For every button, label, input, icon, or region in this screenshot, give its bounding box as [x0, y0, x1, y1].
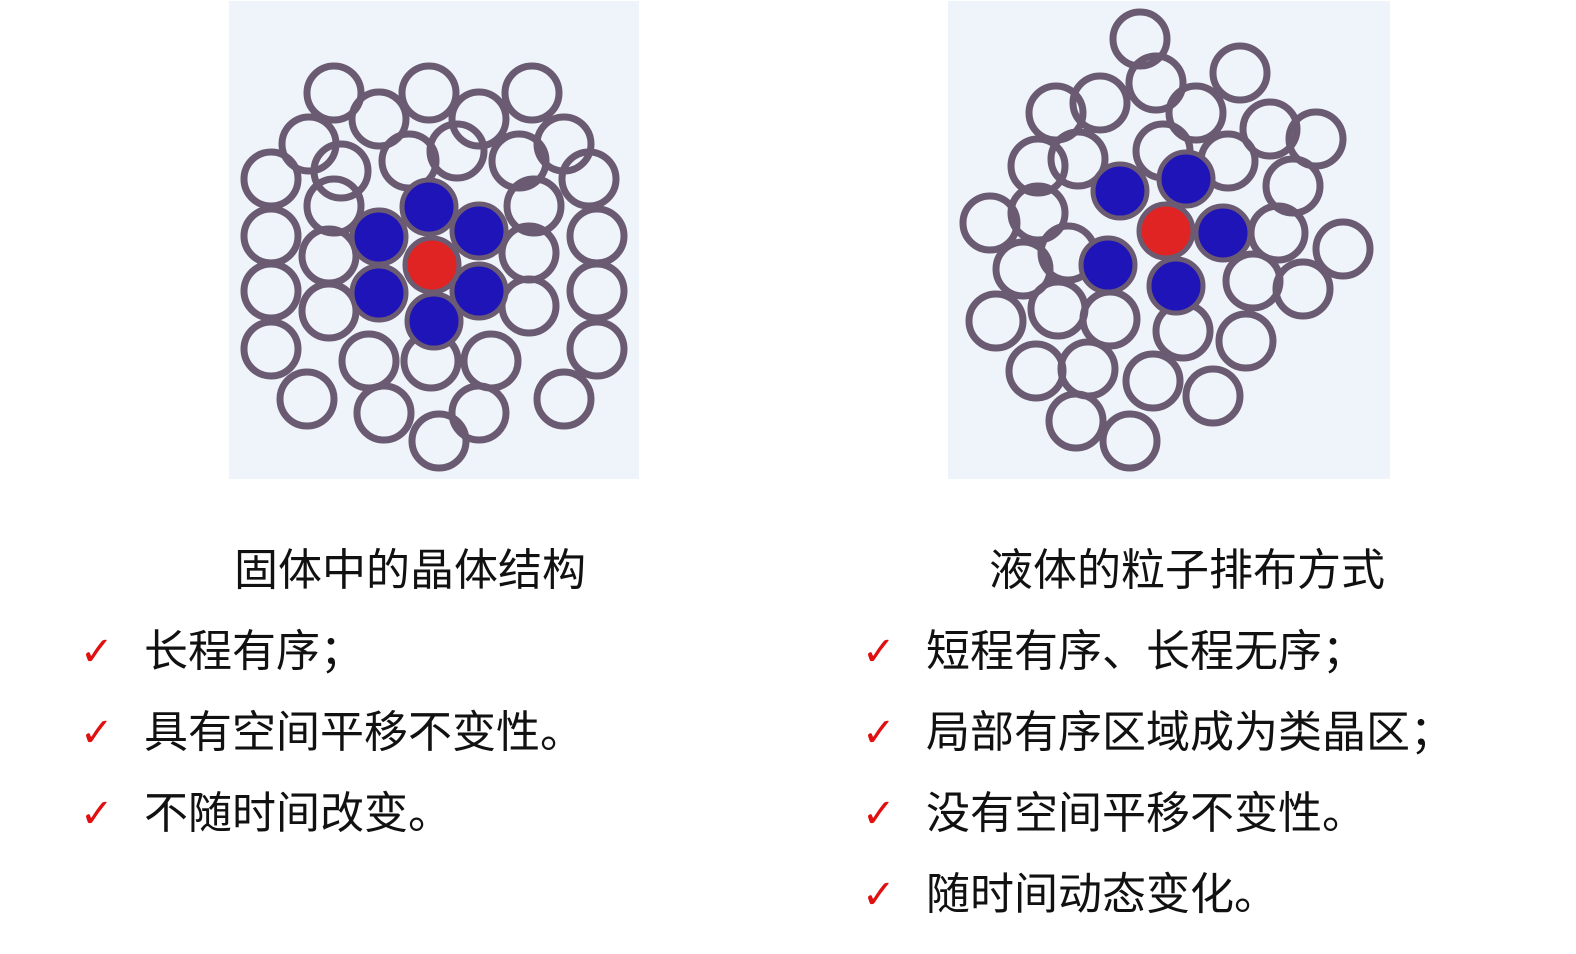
neighbor-particle: [404, 291, 464, 351]
particle-ring: [276, 368, 338, 430]
list-item: ✓ 具有空间平移不变性。: [80, 711, 584, 792]
neighbor-particle: [449, 261, 509, 321]
particle-ring: [348, 88, 410, 150]
particle-ring: [1079, 288, 1141, 350]
liquid-item-text: 短程有序、长程无序；: [926, 626, 1366, 677]
liquid-particle-svg: [959, 8, 1374, 472]
particle-ring: [566, 318, 628, 380]
list-item: ✓ 长程有序；: [80, 630, 584, 711]
particle-ring: [240, 260, 302, 322]
particle-ring: [1209, 42, 1271, 104]
particle-ring: [1045, 390, 1107, 452]
particle-ring: [1007, 135, 1069, 197]
solid-crystal-diagram: [229, 1, 639, 479]
particle-ring: [408, 410, 470, 472]
liquid-heading: 液体的粒子排布方式: [989, 545, 1385, 596]
list-item: ✓ 随时间动态变化。: [862, 873, 1454, 954]
particle-ring: [1215, 310, 1277, 372]
particle-ring: [1027, 278, 1089, 340]
check-icon: ✓: [862, 629, 896, 675]
particle-ring: [240, 148, 302, 210]
check-icon: ✓: [862, 710, 896, 756]
particle-ring: [1007, 182, 1069, 244]
neighbor-particle: [1156, 149, 1216, 209]
particle-ring: [448, 88, 510, 150]
particle-ring: [303, 62, 365, 124]
list-item: ✓ 没有空间平移不变性。: [862, 792, 1454, 873]
particle-ring: [1272, 258, 1334, 320]
particle-ring: [1069, 72, 1131, 134]
particle-ring: [398, 62, 460, 124]
particle-ring: [448, 382, 510, 444]
particle-ring: [353, 382, 415, 444]
neighbor-particle: [349, 207, 409, 267]
solid-heading: 固体中的晶体结构: [234, 545, 586, 596]
particle-ring: [566, 205, 628, 267]
particle-ring: [1125, 52, 1187, 114]
center-particle: [402, 235, 462, 295]
neighbor-particle: [399, 177, 459, 237]
particle-ring: [338, 330, 400, 392]
neighbor-particle: [1078, 235, 1138, 295]
particle-ring: [558, 148, 620, 210]
particle-ring: [533, 368, 595, 430]
particle-ring: [460, 330, 522, 392]
particle-ring: [503, 175, 565, 237]
particle-ring: [240, 318, 302, 380]
particle-ring: [1047, 128, 1109, 190]
particle-ring: [498, 275, 560, 337]
neighbor-particle: [1146, 256, 1206, 316]
check-icon: ✓: [80, 791, 114, 837]
center-particle: [1136, 201, 1196, 261]
particle-ring: [566, 260, 628, 322]
neighbor-particle: [1090, 161, 1150, 221]
particle-ring: [426, 120, 488, 182]
liquid-item-text: 随时间动态变化。: [926, 869, 1278, 920]
particle-ring: [303, 175, 365, 237]
particle-ring: [1312, 218, 1374, 280]
check-icon: ✓: [862, 791, 896, 837]
check-icon: ✓: [862, 872, 896, 918]
particle-ring: [1005, 340, 1067, 402]
list-item: ✓ 短程有序、长程无序；: [862, 630, 1454, 711]
solid-properties-list: ✓ 长程有序； ✓ 具有空间平移不变性。 ✓ 不随时间改变。: [80, 630, 584, 873]
solid-item-text: 不随时间改变。: [144, 788, 452, 839]
particle-ring: [298, 225, 360, 287]
solid-item-text: 具有空间平移不变性。: [144, 707, 584, 758]
list-item: ✓ 局部有序区域成为类晶区；: [862, 711, 1454, 792]
solid-crystal-svg: [240, 62, 628, 472]
check-icon: ✓: [80, 629, 114, 675]
particle-ring: [501, 62, 563, 124]
neighbor-particle: [1193, 203, 1253, 263]
particle-ring: [1057, 338, 1119, 400]
particle-ring: [488, 130, 550, 192]
particle-ring: [310, 140, 372, 202]
liquid-particle-diagram: [948, 1, 1390, 479]
particle-ring: [1239, 98, 1301, 160]
particle-ring: [965, 290, 1027, 352]
particle-ring: [298, 280, 360, 342]
solid-item-text: 长程有序；: [144, 626, 364, 677]
liquid-properties-list: ✓ 短程有序、长程无序； ✓ 局部有序区域成为类晶区； ✓ 没有空间平移不变性。 ✓ 随…: [862, 630, 1454, 954]
particle-ring: [1109, 8, 1171, 70]
liquid-item-text: 没有空间平移不变性。: [926, 788, 1366, 839]
particle-ring: [959, 192, 1021, 254]
particle-ring: [1165, 82, 1227, 144]
liquid-item-text: 局部有序区域成为类晶区；: [926, 707, 1454, 758]
particle-ring: [240, 205, 302, 267]
check-icon: ✓: [80, 710, 114, 756]
neighbor-particle: [449, 201, 509, 261]
particle-ring: [1122, 350, 1184, 412]
particle-ring: [1099, 410, 1161, 472]
particle-ring: [1182, 365, 1244, 427]
list-item: ✓ 不随时间改变。: [80, 792, 584, 873]
particle-ring: [1222, 250, 1284, 312]
neighbor-particle: [349, 263, 409, 323]
